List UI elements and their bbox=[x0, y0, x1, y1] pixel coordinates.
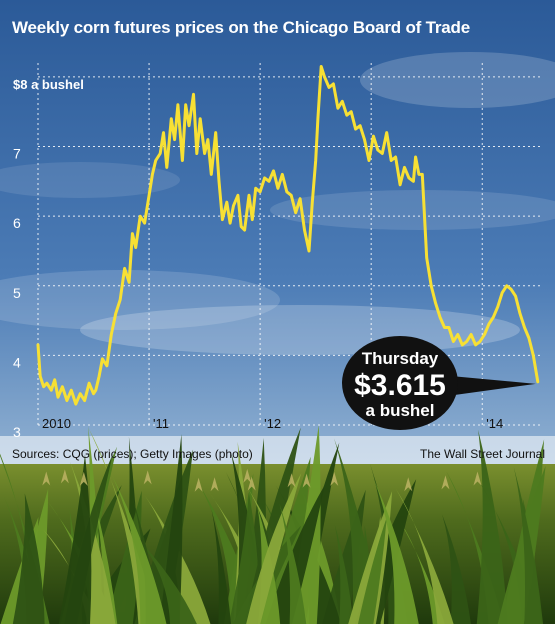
x-tick-label: '14 bbox=[486, 416, 503, 431]
y-tick-label: 5 bbox=[13, 285, 21, 301]
corn-tassel bbox=[247, 476, 256, 491]
corn-leaf bbox=[374, 479, 419, 624]
corn-tassel bbox=[287, 473, 296, 488]
corn-leaf bbox=[211, 509, 232, 624]
corn-tassel bbox=[243, 468, 252, 483]
corn-leaf bbox=[513, 466, 544, 624]
corn-leaf bbox=[58, 454, 92, 624]
corn-tassel bbox=[194, 477, 203, 492]
corn-leaf bbox=[130, 530, 197, 624]
x-tick-label: '12 bbox=[264, 416, 281, 431]
corn-leaf bbox=[442, 514, 471, 624]
corn-leaves bbox=[0, 425, 546, 624]
corn-leaf bbox=[279, 503, 307, 624]
corn-leaf bbox=[348, 490, 393, 624]
x-tick-label: 2010 bbox=[42, 416, 71, 431]
callout-unit: a bushel bbox=[366, 401, 435, 420]
y-tick-label: 7 bbox=[13, 146, 21, 162]
y-axis-labels: 3 4 5 6 7 $8 a bushel bbox=[13, 77, 84, 440]
corn-leaf bbox=[109, 469, 167, 624]
corn-leaf bbox=[88, 475, 118, 624]
corn-tassel bbox=[473, 471, 482, 486]
caption-band bbox=[0, 436, 555, 464]
gridlines bbox=[37, 63, 540, 426]
callout-bubble bbox=[342, 336, 458, 430]
corn-leaf bbox=[12, 493, 45, 624]
corn-tassel bbox=[42, 471, 51, 486]
corn-tassel bbox=[441, 475, 450, 490]
corn-tassel bbox=[330, 471, 339, 486]
corn-leaf bbox=[357, 517, 387, 624]
callout-day: Thursday bbox=[362, 349, 439, 368]
y-tick-label: 6 bbox=[13, 215, 21, 231]
y-tick-label: 3 bbox=[13, 424, 21, 440]
corn-leaf bbox=[334, 524, 354, 624]
corn-leaf bbox=[244, 427, 301, 624]
sources-note: Sources: CQG (prices); Getty Images (pho… bbox=[12, 447, 253, 461]
corn-leaf bbox=[476, 429, 508, 624]
corn-tassel bbox=[79, 471, 88, 486]
x-tick-label: '11 bbox=[153, 416, 169, 431]
corn-leaf bbox=[497, 465, 546, 624]
corn-tassel bbox=[302, 473, 311, 488]
corn-leaf bbox=[395, 488, 454, 624]
callout-pointer bbox=[440, 375, 536, 397]
corn-tassel bbox=[210, 477, 219, 492]
chart-title: Weekly corn futures prices on the Chicag… bbox=[12, 18, 470, 37]
price-line bbox=[36, 65, 540, 406]
clouds bbox=[0, 52, 555, 355]
corn-tassel bbox=[60, 469, 69, 484]
x-axis-labels: 2010 '11 '12 '14 bbox=[42, 416, 503, 431]
corn-leaf bbox=[265, 485, 325, 624]
y-tick-label: 4 bbox=[13, 354, 21, 370]
credit-note: The Wall Street Journal bbox=[420, 447, 545, 461]
corn-tassel bbox=[404, 477, 413, 492]
corn-leaf bbox=[398, 518, 445, 624]
y-tick-label: $8 a bushel bbox=[13, 77, 84, 92]
corn-tassel bbox=[143, 470, 152, 485]
corn-leaf bbox=[246, 473, 302, 624]
callout-price: $3.615 bbox=[354, 369, 446, 402]
price-callout: Thursday $3.615 a bushel bbox=[342, 336, 536, 430]
